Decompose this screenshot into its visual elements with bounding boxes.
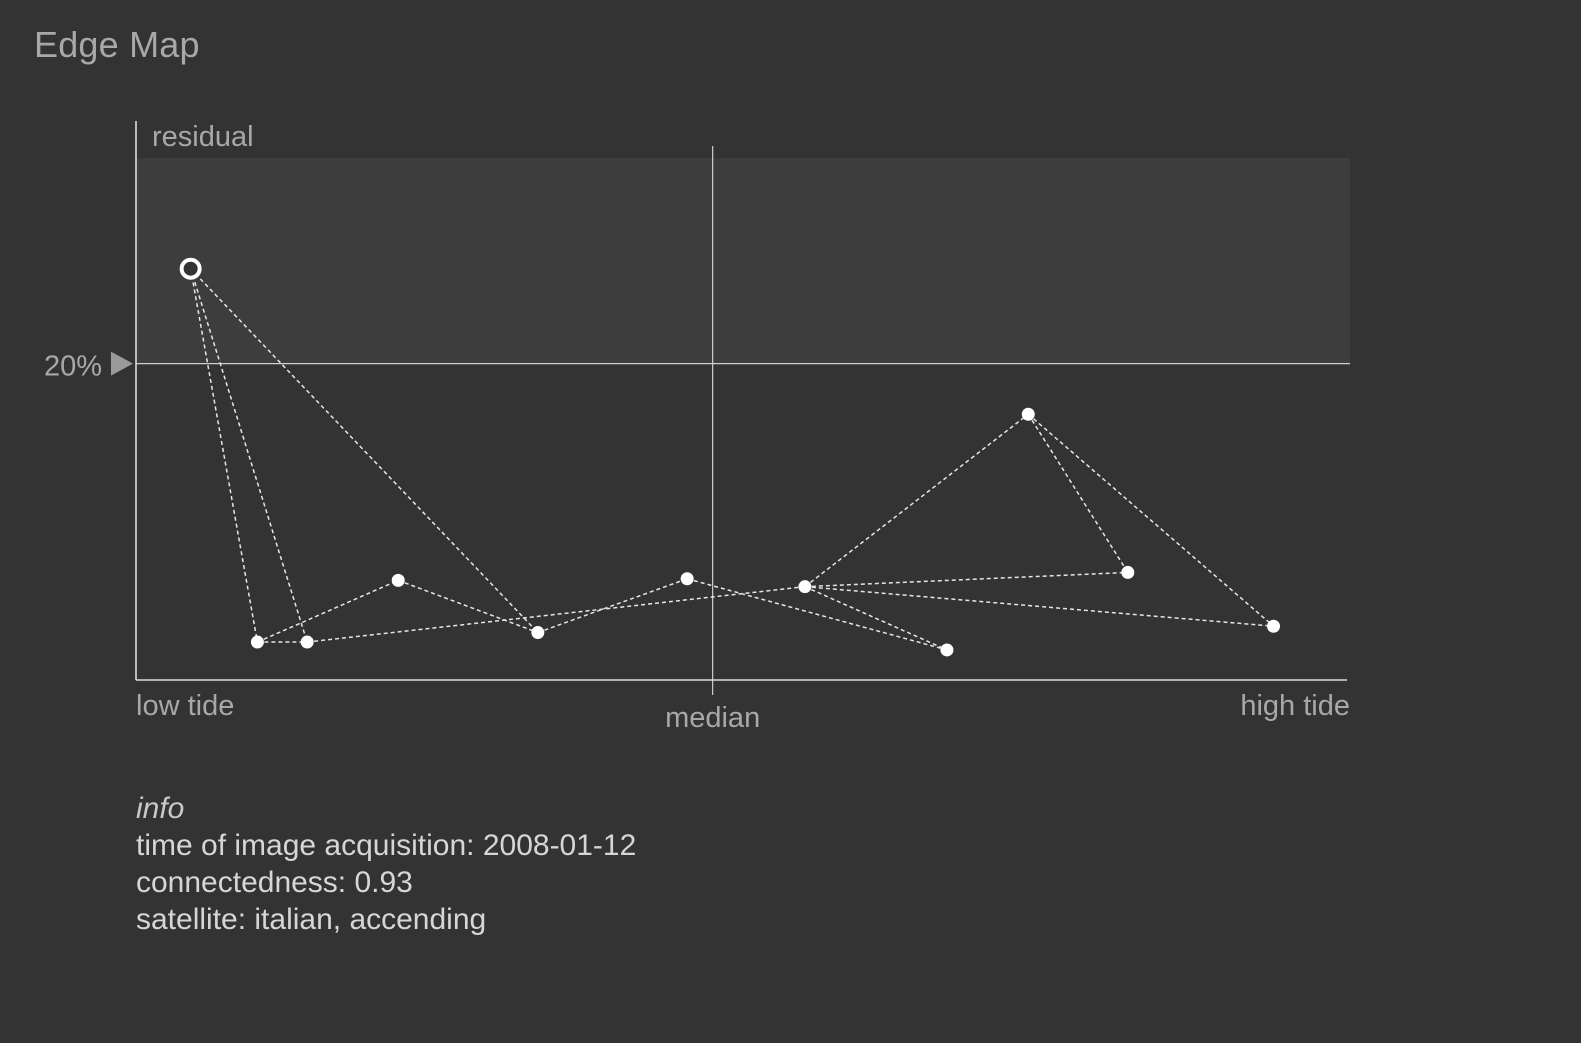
x-label-low-tide: low tide: [136, 690, 234, 722]
edge-p0-p1: [189, 268, 259, 643]
info-connectedness: connectedness: 0.93: [136, 866, 413, 899]
data-point-p9[interactable]: [1121, 565, 1135, 579]
edge-p6-p9: [804, 571, 1128, 588]
points-group: [179, 257, 1281, 657]
data-point-p4[interactable]: [531, 626, 545, 640]
info-heading: info: [136, 792, 185, 825]
data-point-p7[interactable]: [940, 643, 954, 657]
data-point-p2[interactable]: [300, 635, 314, 649]
x-label-high-tide: high tide: [1240, 690, 1350, 722]
page-title: Edge Map: [34, 24, 200, 65]
edge-p8-p9: [1027, 413, 1129, 573]
edge-p0-p2: [189, 268, 308, 643]
edge-p1-p3: [257, 579, 399, 643]
threshold-marker-icon: [111, 351, 133, 376]
info-panel: info time of image acquisition: 2008-01-…: [136, 790, 636, 938]
x-label-median: median: [665, 702, 760, 734]
y-axis-label: residual: [152, 121, 254, 153]
highlighted-point-p0[interactable]: [179, 257, 202, 280]
edge-p8-p10: [1027, 413, 1275, 627]
data-point-p6[interactable]: [798, 580, 812, 594]
above-threshold-band: [136, 158, 1350, 364]
edge-p2-p6: [307, 585, 805, 643]
data-point-p3[interactable]: [391, 573, 405, 587]
data-point-p1[interactable]: [250, 635, 264, 649]
edge-p6-p10: [804, 585, 1274, 627]
edge-p5-p7: [686, 578, 948, 651]
edge-p6-p7: [804, 585, 948, 651]
threshold-label: 20%: [44, 351, 102, 383]
data-point-p10[interactable]: [1267, 619, 1281, 633]
edges-group: [189, 268, 1275, 651]
edge-p6-p8: [804, 413, 1029, 588]
info-acquisition-time: time of image acquisition: 2008-01-12: [136, 829, 637, 862]
edge-p3-p4: [397, 579, 539, 634]
edge-p4-p5: [537, 578, 688, 634]
info-satellite: satellite: italian, accending: [136, 903, 487, 936]
data-point-p8[interactable]: [1021, 407, 1035, 421]
data-point-p5[interactable]: [680, 572, 694, 586]
